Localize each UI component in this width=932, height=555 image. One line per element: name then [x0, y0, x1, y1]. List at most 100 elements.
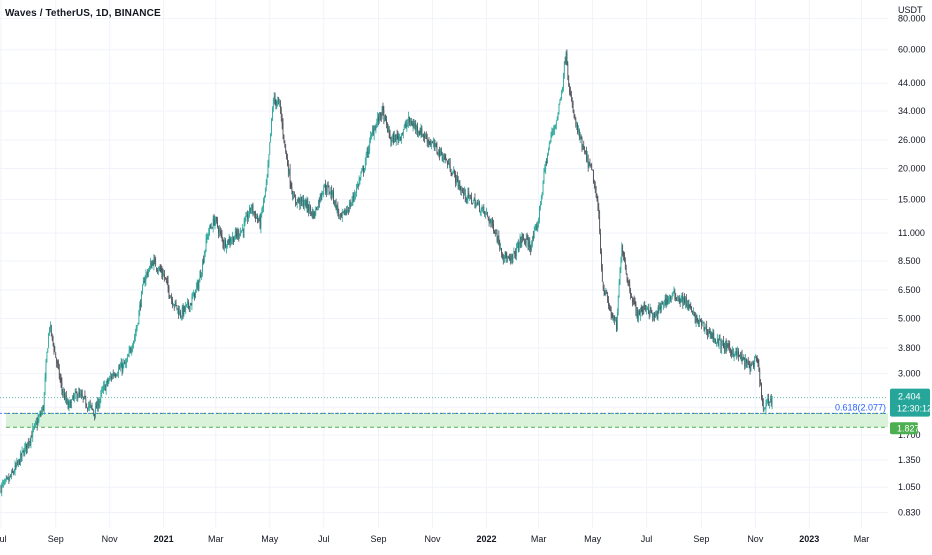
candle-body	[527, 238, 529, 247]
candle-body	[3, 481, 4, 484]
candle-body	[520, 236, 522, 244]
candle-body	[560, 99, 562, 100]
candle-body	[409, 116, 410, 123]
candle-body	[444, 155, 446, 160]
candle-body	[143, 281, 145, 283]
candle-body	[86, 405, 88, 407]
x-tick-label: Nov	[747, 534, 764, 544]
candle-body	[234, 231, 236, 238]
candle-body	[269, 142, 271, 154]
candle-body	[636, 309, 638, 317]
candle-body	[164, 274, 165, 278]
candle-body	[361, 170, 363, 173]
candle-body	[670, 296, 671, 300]
candle-body	[377, 117, 379, 124]
candle-body	[665, 298, 667, 305]
candle-body	[150, 263, 151, 268]
candle-body	[293, 195, 294, 199]
x-tick-label: Mar	[208, 534, 224, 544]
candle-body	[365, 153, 367, 162]
candle-body	[655, 314, 656, 318]
candle-body	[666, 299, 668, 305]
candle-body	[153, 258, 155, 267]
candle-body	[608, 300, 609, 306]
candle-body	[73, 395, 75, 399]
candle-body	[649, 307, 651, 314]
candle-body	[190, 303, 192, 306]
symbol-title[interactable]: Waves / TetherUS, 1D, BINANCE	[5, 8, 161, 19]
candle-body	[386, 119, 387, 125]
candle-body	[349, 203, 350, 212]
candle-body	[675, 296, 677, 299]
candle-body	[186, 303, 187, 306]
candle-body	[679, 299, 681, 303]
candle-body	[619, 268, 621, 285]
candle-body	[227, 239, 229, 244]
candle-body	[746, 358, 747, 363]
candle-body	[748, 364, 750, 367]
candle-body	[391, 137, 393, 142]
candle-body	[291, 186, 293, 193]
candle-body	[479, 212, 481, 214]
candle-body	[552, 130, 554, 132]
candle-body	[12, 470, 13, 473]
candle-body	[266, 177, 268, 184]
candle-body	[660, 306, 662, 309]
candle-body	[25, 443, 26, 448]
candle-body	[582, 145, 584, 148]
candle-body	[215, 217, 217, 221]
y-tick-label: 1.050	[898, 482, 921, 492]
y-tick-label: 44.000	[898, 78, 926, 88]
candle-body	[357, 184, 359, 186]
candle-body	[632, 298, 633, 302]
candle-body	[647, 307, 648, 309]
candle-body	[193, 291, 195, 297]
x-tick-label: May	[584, 534, 602, 544]
candle-body	[600, 233, 601, 253]
candle-body	[13, 472, 15, 474]
candle-body	[613, 315, 615, 320]
candle-body	[471, 196, 472, 203]
candle-body	[71, 399, 72, 408]
candle-body	[172, 299, 173, 305]
y-tick-label: 6.500	[898, 285, 921, 295]
candle-body	[312, 210, 314, 219]
candle-body	[510, 256, 512, 261]
candle-body	[685, 297, 687, 306]
candle-body	[551, 130, 553, 136]
candle-body	[105, 384, 107, 391]
candle-body	[553, 128, 555, 130]
candle-body	[150, 263, 152, 269]
candle-body	[564, 61, 566, 63]
candle-body	[88, 404, 90, 406]
candle-body	[303, 204, 305, 207]
candle-body	[618, 284, 620, 297]
candle-body	[142, 285, 143, 292]
x-tick-label: Mar	[531, 534, 547, 544]
candle-body	[769, 401, 770, 404]
candle-body	[222, 238, 224, 244]
candle-body	[639, 310, 640, 316]
candle-body	[79, 392, 80, 395]
candle-body	[438, 149, 440, 156]
candle-body	[765, 404, 767, 409]
candle-body	[147, 272, 149, 276]
candle-body	[753, 362, 754, 368]
candle-body	[378, 117, 379, 122]
candle-body	[684, 296, 685, 303]
candle-body	[754, 356, 756, 358]
candle-body	[410, 121, 411, 123]
candle-body	[134, 336, 135, 341]
candle-body	[731, 349, 733, 355]
candle-body	[373, 128, 375, 136]
y-tick-label: 3.800	[898, 343, 921, 353]
candle-body	[225, 240, 226, 248]
candle-body	[518, 244, 520, 251]
candle-body	[17, 461, 19, 464]
candle-body	[303, 199, 304, 207]
candle-body	[8, 478, 10, 481]
candle-body	[203, 254, 205, 263]
candle-body	[74, 391, 76, 396]
